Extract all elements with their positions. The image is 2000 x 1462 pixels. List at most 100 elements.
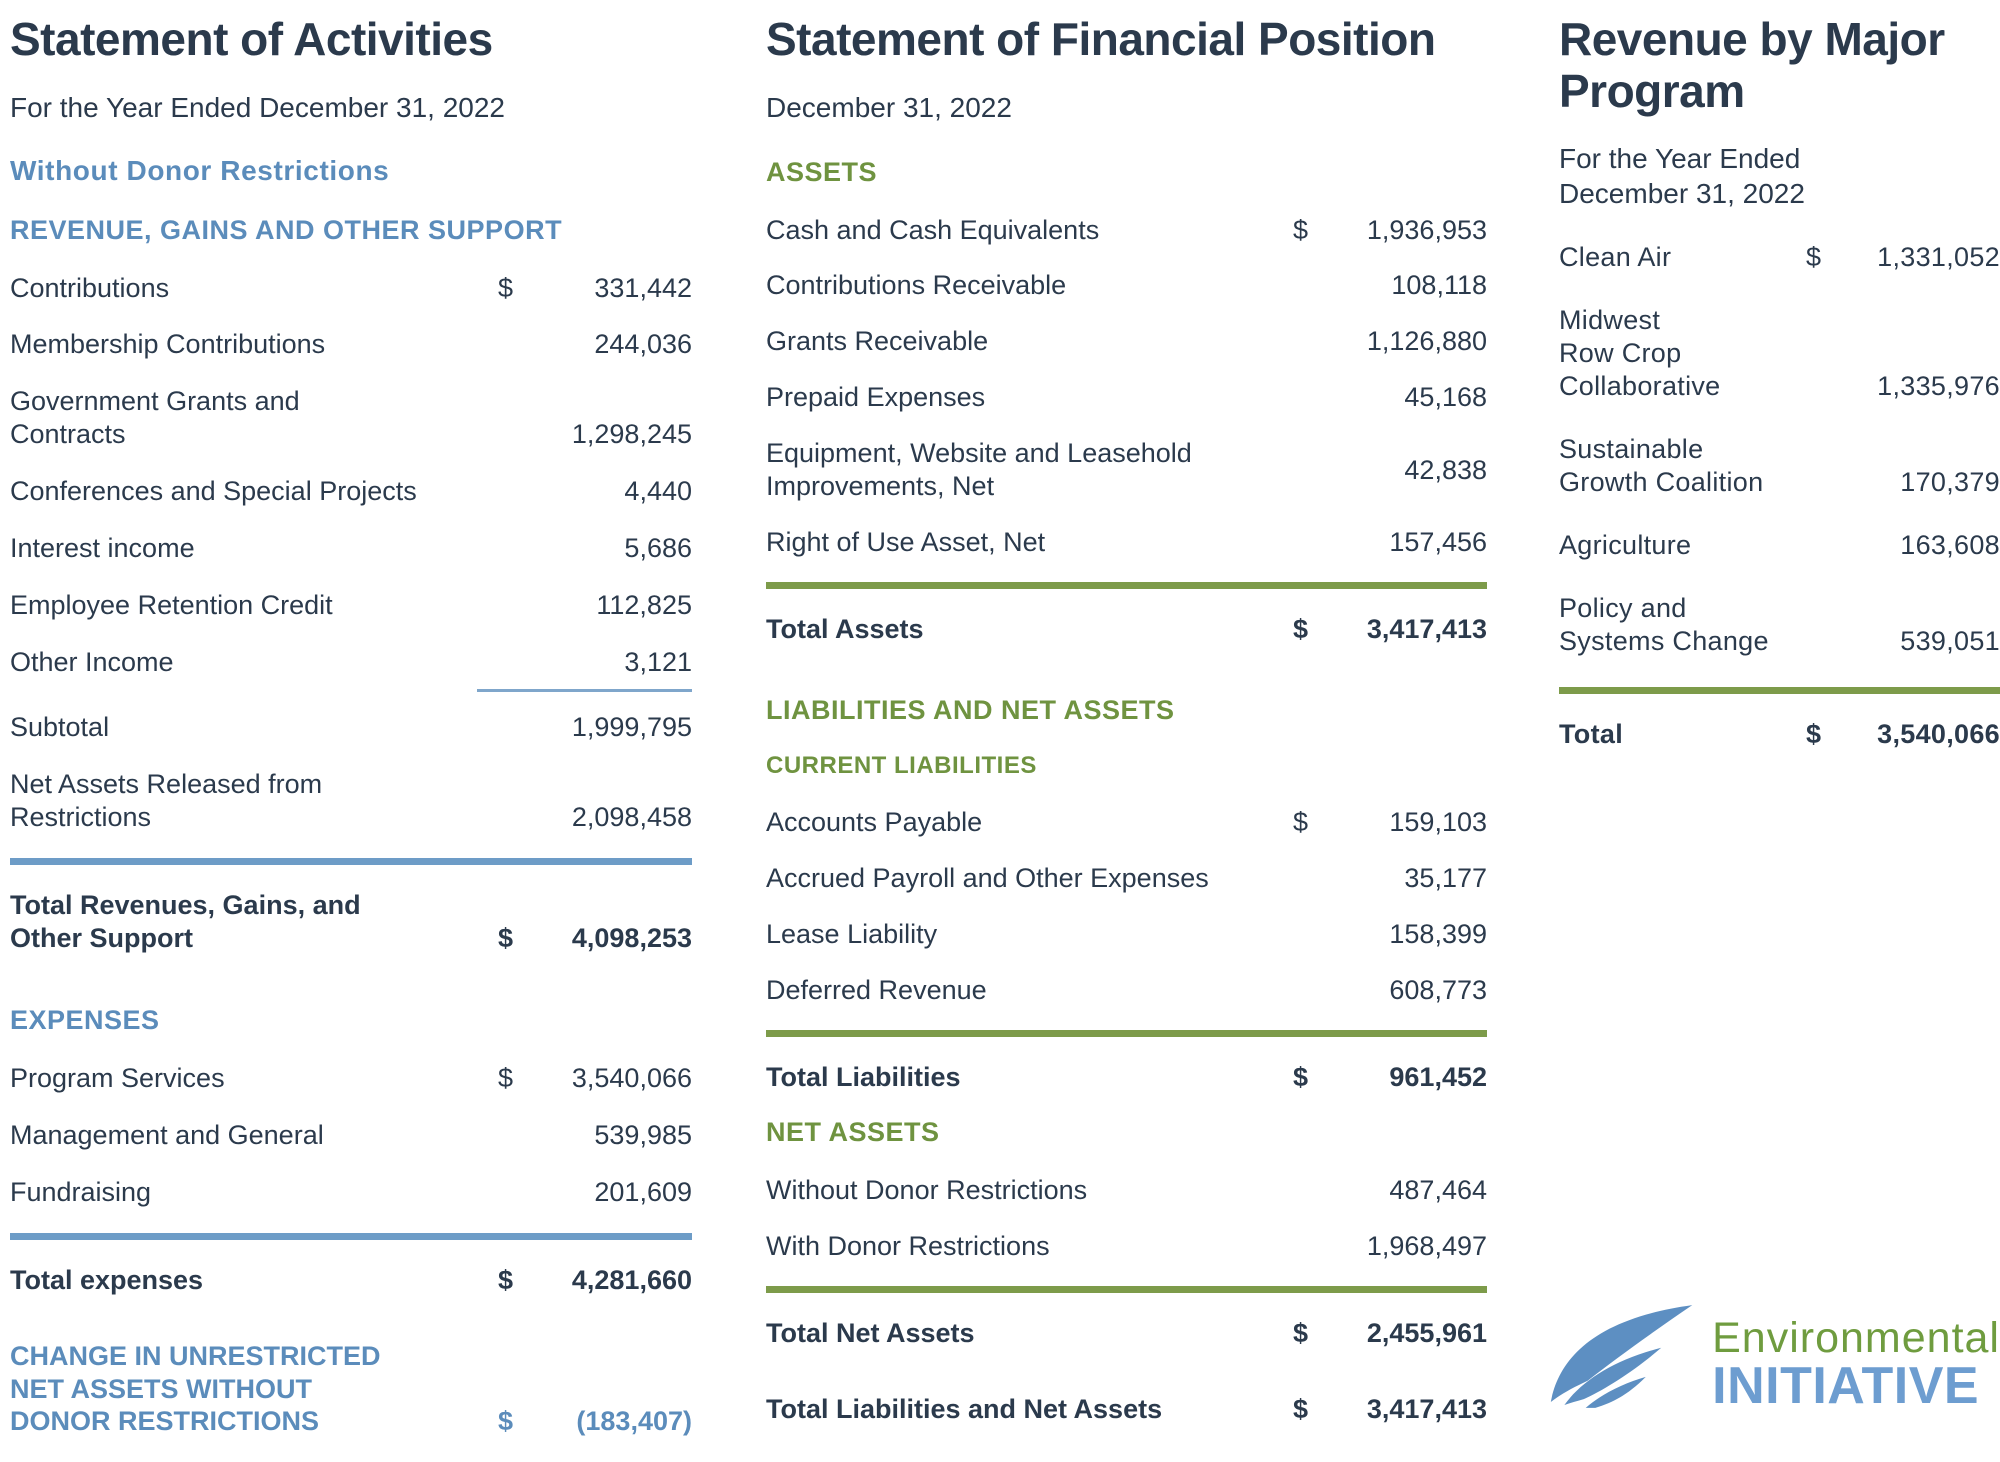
line-item: Other Income 3,121: [10, 646, 692, 692]
line-item: Total $3,540,066: [1559, 718, 2000, 751]
item-value: 487,464: [1389, 1174, 1487, 1205]
spacer: [10, 1320, 692, 1340]
revenue-subtitle: For the Year Ended December 31, 2022: [1559, 143, 1805, 210]
item-value: 201,609: [594, 1176, 692, 1207]
section-divider: [766, 1285, 1487, 1293]
item-value: 108,118: [1391, 270, 1487, 301]
item-label: Program Services: [10, 1062, 225, 1093]
activities-rows: Without Donor Restrictions REVENUE, GAINS…: [10, 151, 692, 1462]
item-label: Right of Use Asset, Net: [766, 527, 1046, 558]
line-item: Clean Air $1,331,052: [1559, 241, 2000, 274]
item-label: Clean Air: [1559, 242, 1672, 273]
section-divider: [766, 582, 1487, 590]
item-value: 3,417,413: [1366, 1393, 1487, 1424]
section-subheader: Without Donor Restrictions: [10, 154, 390, 186]
item-label: With Donor Restrictions: [766, 1230, 1050, 1261]
item-value: 1,335,976: [1877, 370, 2000, 401]
item-value: 42,838: [1404, 454, 1487, 485]
dollar-sign: $: [498, 1062, 514, 1093]
item-value: 4,281,660: [571, 1264, 692, 1295]
item-value: 539,051: [1900, 625, 2000, 656]
item-label: Without Donor Restrictions: [766, 1174, 1088, 1205]
section-divider: [10, 1232, 692, 1240]
spacer: [766, 1373, 1487, 1393]
dollar-sign: $: [1293, 1061, 1309, 1092]
item-label: Subtotal: [10, 712, 110, 743]
item-label: Total expenses: [10, 1264, 204, 1295]
line-item: Grants Receivable 1,126,880: [766, 325, 1487, 358]
spacer: [10, 979, 692, 999]
section-header: LIABILITIES AND NET ASSETS: [766, 695, 1175, 726]
line-item: Fundraising 201,609: [10, 1176, 692, 1209]
line-item: Employee Retention Credit 112,825: [10, 589, 692, 622]
item-label: Employee Retention Credit: [10, 590, 333, 621]
line-item: Policy and Systems Change 539,051: [1559, 592, 2000, 658]
line-item: Subtotal 1,999,795: [10, 711, 692, 744]
item-value: 3,121: [624, 647, 692, 678]
item-label: Total Liabilities and Net Assets: [766, 1393, 1163, 1424]
section-header: NET ASSETS: [766, 1116, 940, 1147]
line-item: Total Revenues, Gains, and Other Support…: [10, 889, 692, 955]
dollar-sign: $: [1806, 242, 1822, 273]
line-item: Conferences and Special Projects 4,440: [10, 475, 692, 508]
dollar-sign: $: [1293, 807, 1309, 838]
line-item: CHANGE IN UNRESTRICTED NET ASSETS WITHOU…: [10, 1340, 692, 1437]
item-label: Total Net Assets: [766, 1317, 975, 1348]
item-value: 3,417,413: [1366, 614, 1487, 645]
dollar-sign: $: [498, 1264, 514, 1295]
line-item: Agriculture 163,608: [1559, 529, 2000, 562]
line-item: Total Liabilities and Net Assets $3,417,4…: [766, 1393, 1487, 1426]
item-value: 2,455,961: [1366, 1317, 1487, 1348]
activities-subtitle: For the Year Ended December 31, 2022: [10, 91, 506, 123]
item-label: Contributions: [10, 272, 170, 303]
logo-text: Environmental INITIATIVE: [1712, 1316, 2000, 1415]
line-item: With Donor Restrictions 1,968,497: [766, 1230, 1487, 1263]
item-label: Conferences and Special Projects: [10, 476, 417, 507]
item-label: Interest income: [10, 533, 195, 564]
line-item: Contributions $331,442: [10, 272, 692, 305]
item-value: 158,399: [1389, 918, 1487, 949]
line-item: Prepaid Expenses 45,168: [766, 381, 1487, 414]
item-label: Lease Liability: [766, 918, 938, 949]
revenue-by-major-program-column: Revenue by Major Program For the Year En…: [1550, 13, 2000, 1419]
line-item: Interest income 5,686: [10, 532, 692, 565]
item-value: 1,936,953: [1366, 214, 1487, 245]
item-label: Total Assets: [766, 614, 924, 645]
item-label: Cash and Cash Equivalents: [766, 214, 1100, 245]
item-label: Deferred Revenue: [766, 974, 987, 1005]
line-item: Equipment, Website and Leasehold Improve…: [766, 437, 1487, 503]
item-label: Midwest Row Crop Collaborative: [1559, 304, 1721, 401]
item-value: 45,168: [1404, 382, 1487, 413]
item-value: 244,036: [594, 329, 692, 360]
item-label: Equipment, Website and Leasehold Improve…: [766, 438, 1192, 502]
line-item: Management and General 539,985: [10, 1119, 692, 1152]
line-item: Program Services $3,540,066: [10, 1062, 692, 1095]
item-label: Accrued Payroll and Other Expenses: [766, 862, 1209, 893]
item-value: 1,126,880: [1366, 326, 1487, 357]
item-label: Total: [1559, 719, 1623, 750]
environmental-initiative-logo: Environmental INITIATIVE: [1545, 1301, 2000, 1413]
dollar-sign: $: [1293, 1317, 1309, 1348]
line-item: Without Donor Restrictions 487,464: [766, 1174, 1487, 1207]
statement-of-financial-position-column: Statement of Financial Position December…: [766, 13, 1487, 1424]
dollar-sign: $: [498, 272, 514, 303]
line-item: Total Liabilities $961,452: [766, 1061, 1487, 1094]
item-value: 112,825: [596, 590, 692, 621]
item-value: 1,968,497: [1366, 1230, 1487, 1261]
revenue-title: Revenue by Major Program: [1559, 13, 1945, 117]
item-value: 4,098,253: [571, 922, 692, 953]
line-item: Deferred Revenue 608,773: [766, 974, 1487, 1007]
item-value: 159,103: [1389, 807, 1487, 838]
item-value: 608,773: [1389, 974, 1487, 1005]
item-value: 5,686: [624, 533, 692, 564]
line-item: Membership Contributions 244,036: [10, 328, 692, 361]
dollar-sign: $: [1293, 614, 1309, 645]
financial-statements-page: Statement of Activities For the Year End…: [10, 13, 2000, 1436]
item-label: Grants Receivable: [766, 326, 989, 357]
item-label: Net Assets Released from Restrictions: [10, 768, 323, 832]
logo-initiative-text: INITIATIVE: [1712, 1356, 1980, 1415]
item-label: CHANGE IN UNRESTRICTED NET ASSETS WITHOU…: [10, 1341, 381, 1437]
line-item: Government Grants and Contracts 1,298,245: [10, 385, 692, 451]
statement-of-activities-column: Statement of Activities For the Year End…: [10, 13, 692, 1436]
logo-swoosh-icon: [1550, 1305, 1693, 1408]
